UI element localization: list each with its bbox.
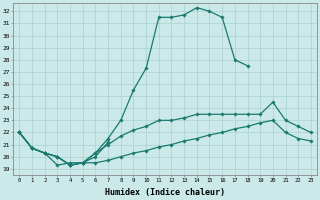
X-axis label: Humidex (Indice chaleur): Humidex (Indice chaleur) <box>105 188 225 197</box>
